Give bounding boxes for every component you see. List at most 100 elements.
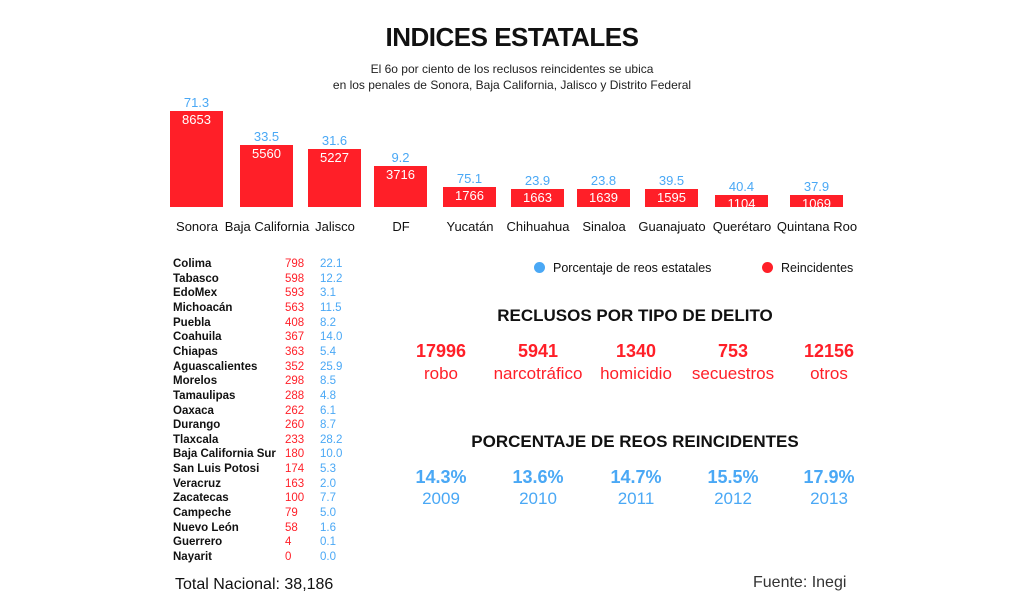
legend-reincidentes: Reincidentes — [762, 261, 853, 275]
porcentaje-value: 8.7 — [320, 419, 336, 432]
category-label: Querétaro — [712, 219, 772, 234]
percent-label: 23.8 — [590, 173, 617, 188]
porcentaje-value: 8.2 — [320, 316, 336, 329]
reincidentes-value: 163 — [285, 477, 305, 490]
percent-label: 9.2 — [391, 150, 410, 165]
reincidentes-value: 260 — [285, 419, 305, 432]
bar-value-label: 5227 — [320, 150, 349, 165]
bar — [443, 187, 496, 207]
crimes-title: RECLUSOS POR TIPO DE DELITO — [497, 306, 773, 325]
recidivism-value: 15.5% — [707, 467, 759, 487]
crime-label: secuestros — [691, 364, 775, 383]
porcentaje-value: 5.0 — [320, 507, 336, 520]
state-name: Durango — [173, 419, 221, 432]
state-name: Tabasco — [173, 272, 219, 285]
crime-value: 5941 — [517, 341, 559, 361]
state-name: Campeche — [173, 507, 232, 520]
state-name: San Luis Potosi — [173, 463, 260, 476]
reincidentes-value: 352 — [285, 360, 305, 373]
recidivism-value: 13.6% — [512, 467, 564, 487]
reincidentes-value: 563 — [285, 301, 305, 314]
porcentaje-value: 28.2 — [320, 433, 343, 446]
state-name: Morelos — [173, 375, 218, 388]
reincidentes-value: 408 — [285, 316, 305, 329]
porcentaje-value: 10.0 — [320, 448, 343, 461]
porcentaje-value: 25.9 — [320, 360, 343, 373]
subtitle-line-2: en los penales de Sonora, Baja Californi… — [332, 78, 692, 92]
crime-value: 12156 — [803, 341, 855, 361]
porcentaje-value: 5.4 — [320, 345, 336, 358]
percent-label: 71.3 — [183, 95, 210, 110]
bar — [170, 111, 223, 207]
percent-label: 31.6 — [321, 133, 348, 148]
reincidentes-value: 367 — [285, 331, 305, 344]
category-label: Sonora — [176, 219, 218, 234]
bar-value-label: 1766 — [455, 188, 484, 203]
reincidentes-value: 4 — [285, 536, 292, 549]
bar — [645, 189, 698, 207]
bar — [790, 195, 843, 207]
state-name: Aguascalientes — [173, 360, 258, 373]
bar-value-label: 5560 — [252, 146, 281, 161]
recidivism-value: 17.9% — [803, 467, 855, 487]
state-name: Nuevo León — [173, 521, 239, 534]
bar-value-label: 1663 — [523, 190, 552, 205]
bar — [715, 195, 768, 207]
porcentaje-value: 7.7 — [320, 492, 336, 505]
porcentaje-value: 8.5 — [320, 375, 336, 388]
recidivism-year: 2009 — [422, 489, 460, 508]
porcentaje-value: 0.0 — [320, 551, 336, 563]
bar-value-label: 1104 — [727, 196, 756, 211]
legend-porcentaje: Porcentaje de reos estatales — [534, 261, 711, 275]
category-label: Baja California — [224, 219, 310, 234]
recidivism-year: 2011 — [617, 489, 655, 508]
category-label: Yucatán — [446, 219, 494, 234]
total-nacional: Total Nacional: 38,186 — [175, 576, 334, 593]
crime-label: otros — [810, 364, 848, 383]
state-name: Guerrero — [173, 536, 223, 549]
category-label: DF — [392, 219, 410, 234]
reincidentes-value: 593 — [285, 287, 305, 300]
reincidentes-value: 0 — [285, 551, 292, 563]
category-label: Chihuahua — [506, 219, 570, 234]
percent-label: 33.5 — [253, 129, 280, 144]
recidivism-year: 2013 — [810, 489, 848, 508]
reincidentes-value: 180 — [285, 448, 305, 461]
reincidentes-value: 798 — [285, 258, 305, 270]
recidivism-value: 14.7% — [610, 467, 662, 487]
porcentaje-value: 1.6 — [320, 521, 336, 534]
subtitle-line-1: El 6o por ciento de los reclusos reincid… — [370, 62, 654, 76]
state-name: Zacatecas — [173, 492, 229, 505]
porcentaje-value: 12.2 — [320, 272, 343, 285]
reincidentes-value: 174 — [285, 463, 305, 476]
bar — [511, 189, 564, 207]
porcentaje-value: 4.8 — [320, 389, 336, 402]
porcentaje-value: 5.3 — [320, 463, 336, 476]
state-name: Baja California Sur — [173, 448, 276, 461]
bar-value-label: 1639 — [589, 190, 618, 205]
porcentaje-value: 11.5 — [320, 301, 342, 314]
reincidentes-value: 58 — [285, 521, 298, 534]
state-name: Tlaxcala — [173, 433, 219, 446]
state-name: Colima — [173, 258, 212, 270]
page-title: INDICES ESTATALES — [385, 22, 639, 52]
red-dot-icon — [762, 262, 773, 273]
legend-label: Porcentaje de reos estatales — [553, 261, 712, 275]
bar-value-label: 1595 — [657, 190, 686, 205]
porcentaje-value: 3.1 — [320, 287, 336, 300]
state-name: Coahuila — [173, 331, 222, 344]
percent-label: 23.9 — [524, 173, 551, 188]
reincidentes-value: 79 — [285, 507, 298, 520]
recidivism-title: PORCENTAJE DE REOS REINCIDENTES — [471, 432, 799, 451]
state-name: Puebla — [173, 316, 211, 329]
recidivism-year: 2010 — [519, 489, 557, 508]
percent-label: 75.1 — [456, 171, 483, 186]
category-label: Jalisco — [315, 219, 355, 234]
percent-label: 40.4 — [728, 179, 755, 194]
blue-dot-icon — [534, 262, 545, 273]
porcentaje-value: 22.1 — [320, 258, 343, 270]
category-label: Guanajuato — [638, 219, 706, 234]
reincidentes-value: 288 — [285, 389, 305, 402]
recidivism-year: 2012 — [714, 489, 752, 508]
